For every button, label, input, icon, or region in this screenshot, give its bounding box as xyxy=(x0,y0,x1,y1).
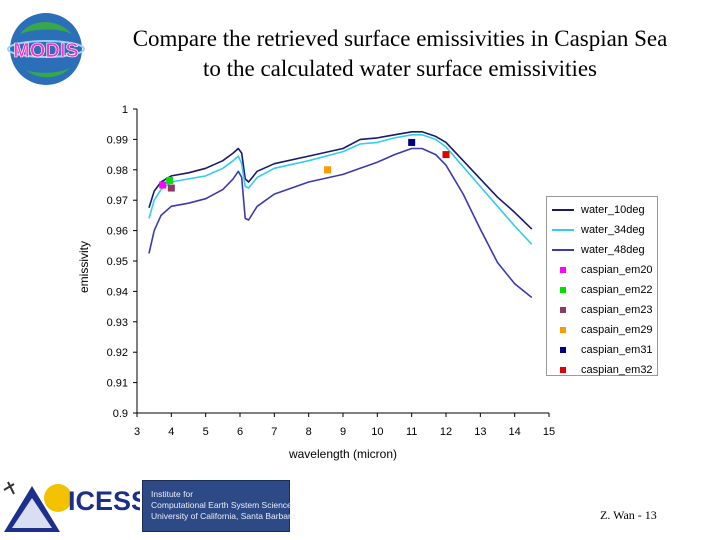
title-line-1: Compare the retrieved surface emissiviti… xyxy=(132,26,668,51)
x-tick-label: 14 xyxy=(509,426,521,438)
legend-item-water-48deg: water_48deg xyxy=(547,240,657,260)
x-tick-label: 10 xyxy=(371,426,383,438)
slide-footer: Z. Wan - 13 xyxy=(600,508,657,522)
institute-logo: Institute for Computational Earth System… xyxy=(142,480,296,532)
data-point-caspain-em29 xyxy=(324,166,332,174)
legend-item-caspian-em32: caspian_em32 xyxy=(547,360,657,380)
series-line-water-34deg xyxy=(148,134,533,245)
y-tick-label: 1 xyxy=(122,104,128,116)
legend-item-caspain-em29: caspain_em29 xyxy=(547,320,657,340)
y-tick-label: 0.92 xyxy=(107,347,128,359)
sun-icon xyxy=(44,484,72,512)
x-tick-label: 5 xyxy=(203,426,209,438)
x-tick-label: 15 xyxy=(543,426,555,438)
x-tick-label: 4 xyxy=(168,426,174,438)
legend-swatch xyxy=(551,267,575,273)
y-tick-label: 0.91 xyxy=(107,378,128,390)
legend-swatch xyxy=(551,367,575,373)
data-point-caspian-em22 xyxy=(166,176,174,184)
y-tick-label: 0.98 xyxy=(107,165,128,177)
x-axis-label: wavelength (micron) xyxy=(288,447,397,461)
x-tick-label: 13 xyxy=(474,426,486,438)
icess-logo: ICESS xyxy=(3,481,140,532)
x-tick-label: 7 xyxy=(271,426,277,438)
legend-label: caspian_em31 xyxy=(581,344,653,356)
legend-swatch xyxy=(551,347,575,353)
x-tick-label: 12 xyxy=(440,426,452,438)
data-point-caspian-em20 xyxy=(159,181,167,189)
legend-item-caspian-em23: caspian_em23 xyxy=(547,300,657,320)
legend-label: caspain_em29 xyxy=(581,324,653,336)
y-tick-label: 0.97 xyxy=(107,195,128,207)
institute-line-1: Institute for xyxy=(151,489,194,499)
modis-logo-text: MODIS xyxy=(13,40,79,62)
legend-swatch xyxy=(551,209,575,211)
x-tick-label: 8 xyxy=(306,426,312,438)
legend-label: caspian_em20 xyxy=(581,264,653,276)
x-tick-label: 11 xyxy=(406,426,417,438)
icess-logo-text: ICESS xyxy=(68,486,140,516)
legend-label: water_34deg xyxy=(581,224,645,236)
legend-label: caspian_em23 xyxy=(581,304,653,316)
legend-item-water-34deg: water_34deg xyxy=(547,220,657,240)
plane-icon xyxy=(3,481,15,495)
legend-swatch xyxy=(551,249,575,251)
series-line-water-48deg xyxy=(148,147,533,299)
x-tick-label: 6 xyxy=(237,426,243,438)
data-point-caspian-em32 xyxy=(442,151,450,159)
legend-item-caspian-em31: caspian_em31 xyxy=(547,340,657,360)
legend-swatch xyxy=(551,307,575,313)
legend-swatch xyxy=(551,229,575,231)
data-point-caspian-em23 xyxy=(167,184,175,192)
legend-swatch xyxy=(551,287,575,293)
modis-logo: MODIS xyxy=(7,13,85,85)
y-tick-label: 0.99 xyxy=(107,134,128,146)
series-line-water-10deg xyxy=(148,131,533,230)
y-tick-label: 0.9 xyxy=(113,408,128,420)
institute-line-2: Computational Earth System Science xyxy=(151,500,292,510)
legend-item-caspian-em20: caspian_em20 xyxy=(547,260,657,280)
y-tick-label: 0.95 xyxy=(107,256,128,268)
y-tick-label: 0.96 xyxy=(107,226,128,238)
legend-swatch xyxy=(551,327,575,333)
legend-label: water_48deg xyxy=(581,244,645,256)
title-line-2: to the calculated water surface emissivi… xyxy=(202,56,598,81)
x-tick-label: 3 xyxy=(134,426,140,438)
data-point-caspian-em31 xyxy=(408,138,416,146)
legend-label: caspian_em32 xyxy=(581,364,653,376)
x-tick-label: 9 xyxy=(340,426,346,438)
slide-title: Compare the retrieved surface emissiviti… xyxy=(100,24,700,84)
legend-item-water-10deg: water_10deg xyxy=(547,200,657,220)
y-tick-label: 0.93 xyxy=(107,317,128,329)
y-tick-label: 0.94 xyxy=(107,286,128,298)
legend-item-caspian-em22: caspian_em22 xyxy=(547,280,657,300)
legend-label: water_10deg xyxy=(581,204,645,216)
y-axis-label: emissivity xyxy=(77,241,91,293)
institute-line-3: University of California, Santa Barbara xyxy=(151,511,296,521)
legend-label: caspian_em22 xyxy=(581,284,653,296)
